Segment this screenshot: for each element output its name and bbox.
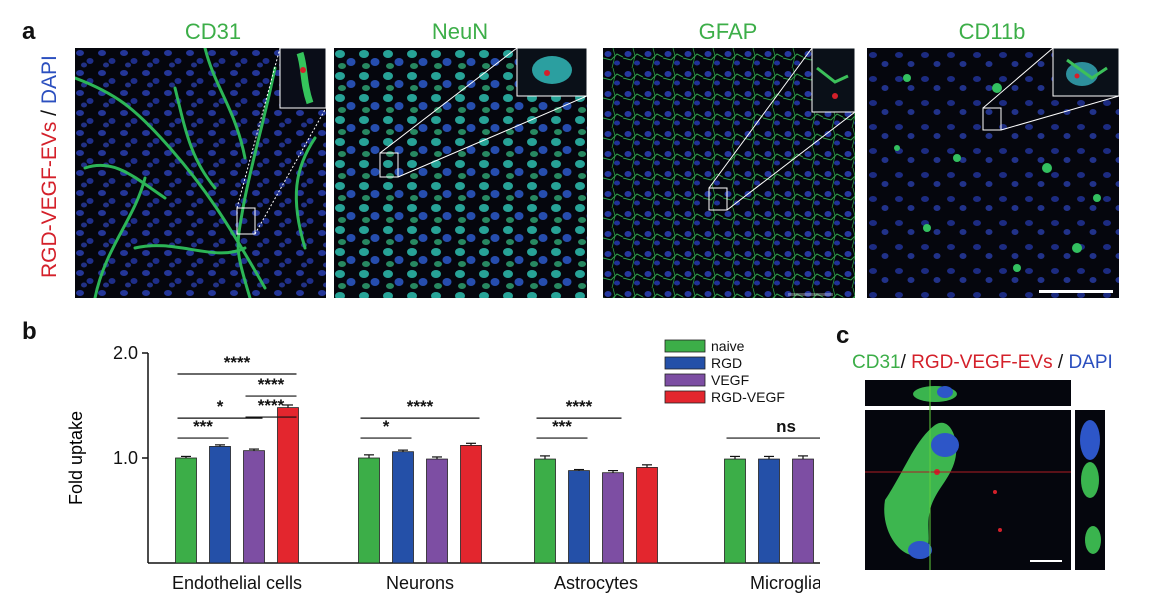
significance-label: ns	[776, 417, 796, 436]
separator: /	[900, 352, 912, 373]
bar	[358, 457, 380, 564]
image-title-neun: NeuN	[431, 19, 489, 44]
scale-bar	[1039, 290, 1113, 293]
y-tick-label: 1.0	[113, 448, 138, 468]
cd31-label: CD31	[852, 352, 901, 373]
bar	[792, 458, 814, 564]
significance-label: ****	[407, 397, 434, 416]
category-label: Endothelial cells	[172, 573, 302, 593]
bar	[602, 472, 624, 564]
bar	[460, 445, 482, 564]
cd11b-micrograph	[867, 48, 1119, 298]
bar	[392, 451, 414, 564]
bar	[758, 458, 780, 564]
orthogonal-image	[865, 380, 1105, 570]
legend-swatch	[664, 373, 706, 387]
bar	[724, 458, 746, 564]
uptake-bar-chart: Fold uptake 1.02.0 ********* ************…	[66, 338, 820, 593]
legend-label: naive	[711, 338, 745, 354]
bar	[209, 446, 231, 564]
cd31-image	[75, 48, 326, 298]
separator: /	[38, 104, 61, 122]
dapi-label: DAPI	[1068, 352, 1113, 373]
gfap-micrograph	[603, 48, 855, 298]
dapi-label: DAPI	[38, 55, 61, 105]
bar	[243, 450, 265, 564]
category-label: Neurons	[386, 573, 454, 593]
panel-a-letter: a	[22, 18, 36, 45]
legend-swatch	[664, 339, 706, 353]
category-label: Astrocytes	[554, 573, 638, 593]
bar	[175, 457, 197, 564]
legend-swatch	[664, 356, 706, 370]
legend-label: RGD	[711, 355, 742, 371]
panel-c-title: CD31/ RGD-VEGF-EVs / DAPI	[852, 352, 1113, 374]
significance-label: ****	[224, 353, 251, 372]
image-title-cd31: CD31	[184, 19, 242, 44]
significance-label: ***	[193, 417, 213, 436]
legend-swatch	[664, 390, 706, 404]
neun-image	[334, 48, 587, 298]
bar	[534, 458, 556, 564]
gfap-image	[603, 48, 855, 298]
category-label: Microglia	[750, 573, 820, 593]
significance-label: ***	[552, 417, 572, 436]
cd31-micrograph	[75, 48, 326, 298]
bar	[636, 467, 658, 564]
y-tick-label: 2.0	[113, 343, 138, 363]
panel-b-letter: b	[22, 318, 37, 345]
significance-label: ****	[258, 396, 285, 415]
rgd-vegf-evs-label: RGD-VEGF-EVs	[38, 121, 61, 278]
legend-label: VEGF	[711, 372, 749, 388]
bar	[426, 458, 448, 564]
bar	[277, 407, 299, 564]
panel-c-letter: c	[836, 322, 850, 349]
image-title-gfap: GFAP	[698, 19, 758, 44]
significance-label: ****	[258, 375, 285, 394]
significance-label: *	[217, 397, 224, 416]
legend-label: RGD-VEGF	[711, 389, 785, 405]
rgd-vegf-evs-label: RGD-VEGF-EVs	[911, 352, 1053, 373]
separator: /	[1052, 352, 1069, 373]
significance-label: ****	[566, 397, 593, 416]
orthogonal-view	[865, 380, 1105, 570]
scale-bar	[1030, 560, 1062, 562]
panel-a-side-label: RGD-VEGF-EVs / DAPI	[38, 55, 62, 278]
y-axis-label: Fold uptake	[66, 411, 86, 505]
image-title-cd11b: CD11b	[958, 19, 1026, 44]
cd11b-image	[867, 48, 1119, 298]
neun-micrograph	[334, 48, 587, 298]
significance-label: *	[383, 417, 390, 436]
bar	[568, 470, 590, 564]
